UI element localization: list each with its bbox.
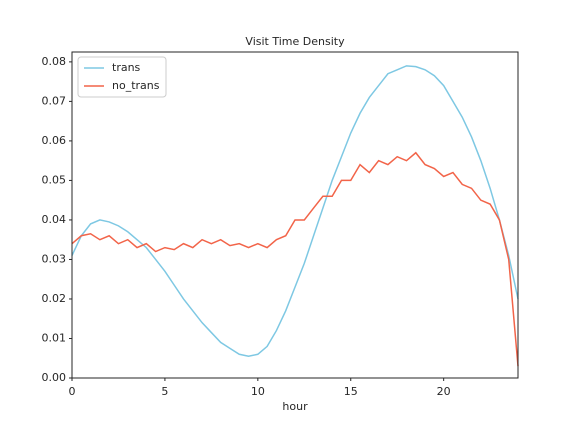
x-tick-label: 20: [437, 385, 451, 398]
x-tick-label: 5: [161, 385, 168, 398]
x-axis-label: hour: [282, 400, 308, 413]
legend-label: no_trans: [112, 79, 160, 92]
line-series: [71, 151, 519, 367]
x-tick-label: 15: [344, 385, 358, 398]
y-tick-label: 0.00: [42, 371, 67, 384]
y-tick-label: 0.04: [42, 213, 67, 226]
y-tick-label: 0.01: [42, 331, 67, 344]
y-tick-label: 0.06: [42, 134, 67, 147]
y-tick-label: 0.07: [42, 94, 67, 107]
y-tick-label: 0.08: [42, 55, 67, 68]
line-series: [71, 65, 519, 358]
x-tick-label: 0: [69, 385, 76, 398]
legend-box: [77, 56, 167, 98]
y-tick-label: 0.05: [42, 173, 67, 186]
x-tick-label: 10: [251, 385, 265, 398]
plot-frame: [71, 51, 519, 379]
y-tick-label: 0.03: [42, 252, 67, 265]
y-tick-label: 0.02: [42, 292, 67, 305]
legend-label: trans: [112, 61, 141, 74]
chart-title: Visit Time Density: [245, 35, 345, 48]
